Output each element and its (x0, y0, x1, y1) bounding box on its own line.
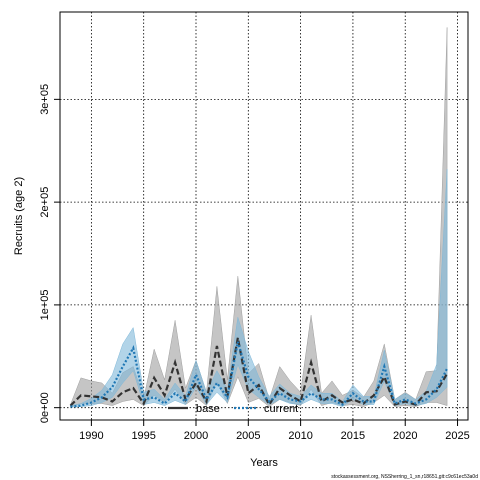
series-lines (69, 337, 449, 408)
y-tick-label: 0e+00 (39, 392, 51, 423)
x-tick-label: 2000 (184, 430, 208, 442)
series-line-current (70, 341, 449, 408)
x-axis: 1990 1995 2000 2005 2010 2015 2020 2025 (79, 420, 470, 442)
y-tick-label: 1e+05 (39, 289, 51, 320)
plot-frame (59, 11, 469, 421)
band-current (70, 169, 448, 408)
x-tick-label: 1990 (79, 430, 103, 442)
confidence-bands (70, 27, 448, 408)
x-tick-label: 2005 (236, 430, 260, 442)
source-footer: stockassessment.org, NSSherring_1_sn,r18… (331, 474, 478, 480)
x-tick-label: 2010 (288, 430, 312, 442)
x-tick-label: 2020 (393, 430, 417, 442)
legend-label-current: current (264, 403, 298, 415)
x-tick-label: 2025 (445, 430, 469, 442)
grid-lines (60, 12, 468, 420)
series-line-base (69, 337, 449, 407)
x-tick-label: 2015 (341, 430, 365, 442)
y-tick-label: 3e+05 (39, 84, 51, 115)
legend: base current (168, 403, 298, 415)
legend-label-base: base (196, 403, 220, 415)
x-axis-label: Years (250, 457, 278, 469)
y-axis-label: Recruits (age 2) (13, 177, 25, 255)
y-axis: 0e+00 1e+05 2e+05 3e+05 (39, 84, 60, 423)
x-tick-label: 1995 (131, 430, 155, 442)
y-tick-label: 2e+05 (39, 187, 51, 218)
